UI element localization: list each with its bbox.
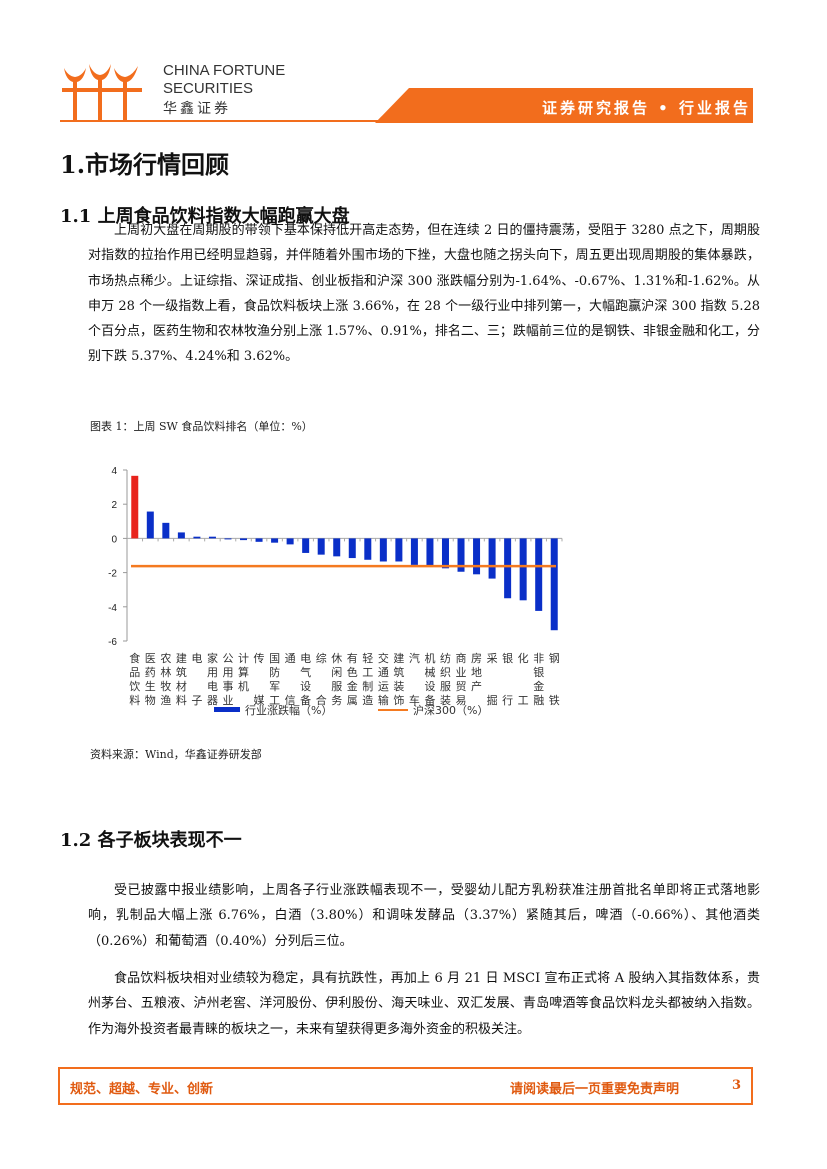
figure-caption: 图表 1：上周 SW 食品饮料排名（单位：%） bbox=[90, 420, 313, 433]
category-label: 房地产 bbox=[471, 652, 482, 693]
paragraph: 受已披露中报业绩影响，上周各子行业涨跌幅表现不一，受婴幼儿配方乳粉获准注册首批名… bbox=[88, 883, 760, 949]
y-tick-label: -4 bbox=[108, 603, 117, 614]
bar bbox=[131, 475, 139, 539]
category-label: 纺织服装 bbox=[440, 651, 451, 707]
category-label: 银行 bbox=[502, 651, 513, 707]
legend-swatch-industry bbox=[214, 707, 240, 712]
category-label: 轻工制造 bbox=[362, 651, 373, 707]
page-number: 3 bbox=[732, 1078, 742, 1093]
category-label: 有色金属 bbox=[347, 651, 358, 707]
bar bbox=[395, 538, 403, 562]
bar bbox=[379, 538, 387, 562]
category-label: 商业贸易 bbox=[456, 651, 467, 707]
logo-text-en-1: CHINA FORTUNE bbox=[163, 62, 286, 79]
logo-text-en-2: SECURITIES bbox=[163, 80, 254, 97]
category-label: 食品饮料 bbox=[129, 651, 140, 707]
legend-label-industry: 行业涨跌幅（%） bbox=[245, 703, 332, 717]
y-tick-label: -6 bbox=[108, 637, 117, 648]
category-label: 化工 bbox=[518, 651, 529, 707]
category-label: 农林牧渔 bbox=[160, 651, 171, 707]
category-label: 综合 bbox=[316, 651, 327, 707]
category-label: 采掘 bbox=[487, 652, 498, 707]
category-label: 交通运输 bbox=[378, 651, 389, 707]
y-tick-label: 0 bbox=[111, 534, 117, 545]
footer-slogan: 规范、超越、专业、创新 bbox=[70, 1082, 214, 1097]
category-label: 传媒 bbox=[254, 652, 265, 707]
bar bbox=[302, 538, 310, 553]
category-label: 汽车 bbox=[409, 651, 420, 707]
category-label: 机械设备 bbox=[424, 651, 435, 707]
bar bbox=[410, 538, 418, 565]
legend-label-hs300: 沪深300（%） bbox=[413, 703, 488, 717]
category-label: 建筑材料 bbox=[176, 651, 187, 707]
footer: 规范、超越、专业、创新 请阅读最后一页重要免责声明 3 bbox=[58, 1067, 753, 1105]
logo-figures-icon bbox=[62, 64, 142, 120]
y-tick-label: -2 bbox=[108, 569, 117, 580]
bar bbox=[317, 538, 325, 555]
category-label: 公用事业 bbox=[222, 652, 233, 707]
y-tick-label: 2 bbox=[111, 500, 117, 511]
category-label: 国防军工 bbox=[269, 652, 280, 707]
header-line bbox=[60, 120, 380, 122]
bar bbox=[333, 538, 341, 557]
bar bbox=[208, 536, 216, 539]
category-label: 电子 bbox=[191, 652, 202, 707]
section-title: 1.市场行情回顾 bbox=[60, 150, 230, 179]
bar bbox=[364, 538, 372, 560]
category-label: 钢铁 bbox=[549, 652, 560, 707]
subsection-title: 1.2 各子板块表现不一 bbox=[60, 830, 242, 851]
bar bbox=[224, 538, 232, 540]
logo-text-cn: 华鑫证券 bbox=[163, 101, 231, 117]
bar bbox=[193, 536, 201, 539]
bar bbox=[177, 532, 185, 539]
figure-source: 资料来源：Wind，华鑫证券研发部 bbox=[90, 748, 262, 761]
bar bbox=[286, 538, 294, 545]
bar bbox=[240, 538, 248, 541]
bar-chart: 4 2 0 -2 -4 -6 食品饮料医药生物农林牧渔建筑材料电子家用电器公用事业计算机传媒… bbox=[108, 466, 563, 717]
bar bbox=[146, 511, 154, 539]
bar bbox=[488, 538, 496, 579]
bar bbox=[271, 538, 279, 543]
bar bbox=[162, 522, 170, 539]
paragraph: 上周初大盘在周期股的带领下基本保持低开高走态势，但在连续 2 日的僵持震荡，受阻… bbox=[88, 223, 760, 365]
bar bbox=[504, 538, 512, 599]
bar bbox=[473, 538, 481, 575]
category-label: 电气设备 bbox=[300, 652, 311, 707]
bar bbox=[457, 538, 465, 572]
bar bbox=[550, 538, 558, 631]
category-label: 通信 bbox=[285, 652, 296, 707]
category-label: 计算机 bbox=[238, 652, 249, 693]
bar bbox=[348, 538, 356, 559]
header-band bbox=[375, 88, 753, 123]
bar bbox=[426, 538, 434, 566]
category-label: 非银金融 bbox=[533, 652, 544, 707]
category-label: 建筑装饰 bbox=[393, 651, 404, 707]
subsection-title: 1.1 上周食品饮料指数大幅跑赢大盘 bbox=[60, 206, 350, 227]
paragraph: 食品饮料板块相对业绩较为稳定，具有抗跌性，再加上 6 月 21 日 MSCI 宣… bbox=[88, 971, 760, 1037]
bar bbox=[441, 538, 449, 569]
category-label: 家用电器 bbox=[207, 651, 218, 707]
bar bbox=[535, 538, 543, 611]
footer-disclaimer: 请阅读最后一页重要免责声明 bbox=[510, 1082, 680, 1097]
category-label: 休闲服务 bbox=[331, 652, 342, 707]
y-tick-label: 4 bbox=[111, 466, 117, 477]
bar bbox=[255, 538, 263, 542]
category-label: 医药生物 bbox=[145, 652, 156, 707]
report-type: 证券研究报告 • 行业报告 bbox=[541, 99, 751, 117]
bar bbox=[519, 538, 527, 601]
logo bbox=[60, 60, 145, 122]
